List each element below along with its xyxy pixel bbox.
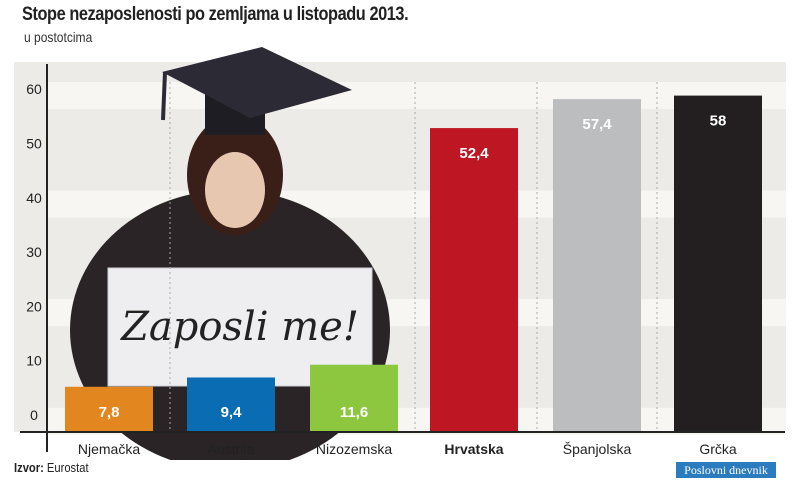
value-label: 52,4	[459, 145, 489, 162]
x-tick-label: Njemačka	[78, 441, 140, 457]
value-label: 9,4	[221, 404, 243, 421]
source-value: Eurostat	[46, 460, 89, 475]
publisher-logo: Poslovni dnevnik	[676, 462, 776, 478]
y-tick-label: 40	[26, 190, 42, 206]
bar-chart: Zaposli me! 0 10 20 30 40 50 60 7,8 9,4 11,6 52,4…	[14, 47, 786, 460]
y-tick-label: 10	[26, 353, 42, 369]
graduation-cap-icon	[162, 47, 352, 118]
bar-5	[674, 95, 762, 432]
y-tick-label: 20	[26, 298, 42, 314]
chart-title: Stope nezaposlenosti po zemljama u listo…	[22, 4, 409, 25]
value-label: 57,4	[582, 116, 612, 133]
x-tick-label: Španjolska	[563, 441, 632, 457]
y-tick-label: 30	[26, 244, 42, 260]
sign-text: Zaposli me!	[119, 304, 359, 350]
x-tick-label: Nizozemska	[316, 441, 392, 457]
chart-subtitle: u postotcima	[24, 29, 93, 45]
source-note: Izvor: Eurostat	[14, 460, 89, 475]
y-tick-label: 60	[26, 81, 42, 97]
x-tick-label: Grčka	[699, 441, 737, 457]
y-tick-label: 50	[26, 136, 42, 152]
value-label: 11,6	[340, 404, 368, 421]
bar-0	[65, 386, 153, 432]
y-tick-label: 0	[30, 407, 38, 423]
source-label: Izvor:	[14, 460, 44, 475]
x-tick-label: Hrvatska	[444, 441, 503, 457]
bar-4	[553, 99, 641, 432]
value-label: 7,8	[99, 404, 120, 421]
bar-1	[187, 377, 275, 432]
value-label: 58	[710, 113, 727, 130]
bar-2	[310, 364, 398, 432]
x-tick-label: Austrija	[208, 441, 255, 457]
bar-3	[430, 128, 518, 432]
